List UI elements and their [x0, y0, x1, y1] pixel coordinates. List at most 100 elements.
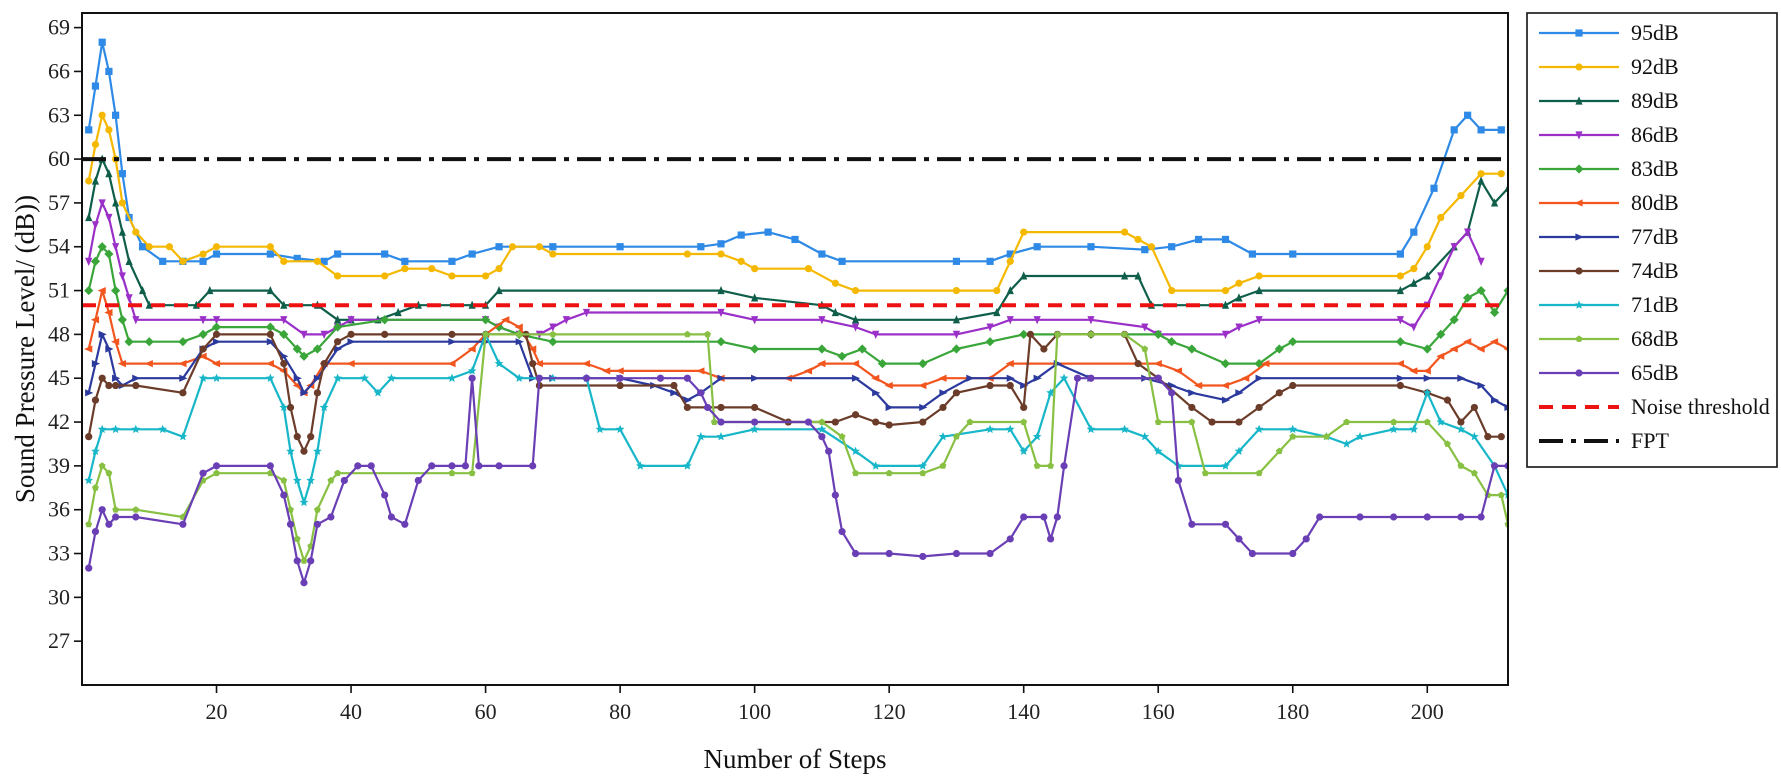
x-tick-label: 180 — [1276, 699, 1309, 724]
data-point-74db — [1289, 381, 1297, 390]
data-point-74db — [1470, 403, 1478, 412]
data-point-65db — [1073, 374, 1082, 382]
data-point-89db — [125, 256, 133, 265]
series-80db — [84, 286, 1508, 397]
data-point-86db — [98, 199, 106, 208]
data-point-68db — [1201, 469, 1209, 477]
data-point-77db — [966, 374, 975, 382]
data-point-65db — [85, 564, 93, 572]
data-point-83db — [292, 344, 302, 354]
data-point-74db — [1188, 403, 1196, 412]
data-point-92db — [1020, 228, 1028, 236]
data-point-83db — [104, 249, 114, 259]
data-point-80db — [1220, 381, 1230, 390]
data-point-74db — [1040, 345, 1048, 353]
data-point-92db — [280, 257, 288, 265]
data-point-65db — [616, 374, 624, 382]
data-point-95db — [791, 235, 799, 244]
y-tick-label: 57 — [48, 190, 70, 215]
data-point-92db — [1255, 272, 1263, 280]
data-point-65db — [179, 520, 187, 528]
data-point-92db — [751, 265, 759, 273]
series-65db — [85, 374, 1508, 587]
data-point-74db — [1443, 396, 1452, 404]
y-tick-label: 66 — [48, 58, 70, 83]
data-point-65db — [1006, 535, 1014, 543]
data-point-95db — [293, 254, 301, 263]
data-point-71db — [1086, 424, 1096, 434]
x-tick-label: 200 — [1411, 699, 1444, 724]
data-point-68db — [710, 418, 718, 425]
data-point-74db — [683, 403, 691, 412]
data-point-89db — [1490, 198, 1499, 207]
data-point-77db — [112, 374, 121, 382]
data-point-65db — [1168, 389, 1176, 397]
data-point-92db — [1120, 228, 1129, 236]
data-point-77db — [132, 374, 141, 382]
data-point-92db — [804, 265, 813, 273]
data-point-74db — [179, 389, 187, 397]
data-point-83db — [494, 322, 504, 332]
data-point-74db — [670, 381, 678, 390]
data-point-83db — [117, 315, 127, 325]
data-point-68db — [1322, 433, 1330, 440]
legend-item-71db: 71dB — [1539, 292, 1679, 317]
data-point-83db — [279, 329, 289, 339]
data-point-68db — [1423, 418, 1431, 425]
data-point-80db — [602, 367, 611, 375]
data-point-65db — [327, 513, 335, 521]
data-point-80db — [1005, 360, 1014, 368]
data-point-74db — [1006, 381, 1014, 390]
series-group — [82, 38, 1508, 587]
data-point-95db — [91, 82, 100, 90]
data-point-77db — [872, 389, 881, 397]
data-point-65db — [851, 549, 860, 558]
data-point-68db — [287, 506, 294, 513]
data-point-80db — [1261, 360, 1270, 368]
data-point-80db — [528, 345, 537, 353]
data-point-65db — [1289, 549, 1297, 558]
x-axis-title: Number of Steps — [704, 744, 887, 774]
data-point-95db — [138, 243, 147, 251]
data-point-83db — [480, 315, 491, 325]
data-point-89db — [717, 285, 725, 295]
data-point-65db — [825, 447, 833, 455]
data-point-80db — [1463, 338, 1472, 346]
legend-item-fpt: FPT — [1539, 428, 1669, 453]
data-point-77db — [85, 389, 94, 397]
data-point-74db — [1484, 433, 1492, 441]
data-point-65db — [300, 579, 308, 587]
data-point-65db — [112, 513, 120, 521]
data-point-65db — [401, 520, 409, 528]
data-point-65db — [529, 462, 537, 470]
data-point-86db — [1006, 316, 1014, 325]
series-line-68db — [87, 333, 1508, 562]
data-point-95db — [1410, 228, 1418, 236]
data-point-77db — [1235, 389, 1244, 397]
data-point-71db — [299, 497, 309, 507]
data-point-92db — [118, 199, 126, 207]
data-point-86db — [320, 330, 328, 339]
data-point-86db — [199, 316, 207, 325]
data-point-65db — [1457, 513, 1465, 521]
data-point-77db — [717, 374, 726, 382]
data-point-83db — [1476, 285, 1486, 296]
data-point-65db — [952, 549, 961, 558]
data-point-89db — [334, 315, 342, 324]
data-point-77db — [313, 374, 323, 382]
data-point-68db — [1457, 462, 1465, 469]
legend-item-95db: 95dB — [1539, 20, 1679, 45]
data-point-68db — [468, 469, 476, 477]
data-point-74db — [616, 381, 624, 390]
data-point-83db — [1489, 307, 1500, 318]
data-point-92db — [266, 243, 274, 251]
data-point-74db — [112, 381, 120, 390]
data-point-80db — [817, 360, 826, 368]
data-point-65db — [381, 491, 389, 499]
x-tick-label: 40 — [340, 699, 362, 724]
data-point-89db — [1423, 271, 1431, 280]
y-tick-label: 51 — [48, 278, 70, 303]
data-point-65db — [1316, 513, 1324, 521]
data-point-95db — [986, 257, 994, 265]
data-point-92db — [212, 243, 221, 251]
